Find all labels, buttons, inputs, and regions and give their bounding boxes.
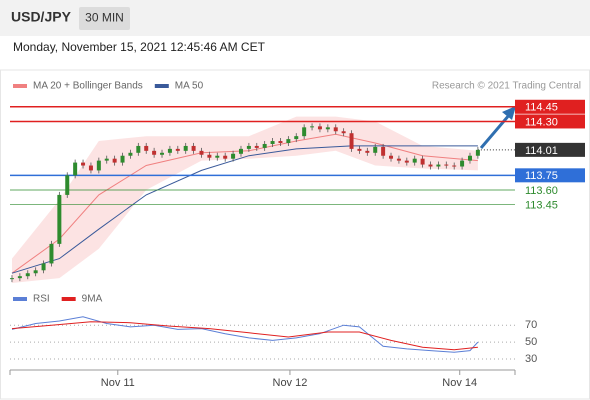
legend-swatch — [154, 84, 169, 88]
candle-body — [65, 175, 70, 195]
symbol: USD/JPY — [11, 9, 72, 25]
x-tick-label: Nov 12 — [273, 377, 308, 389]
candle-body — [49, 243, 54, 264]
candle-body — [254, 145, 259, 148]
candle-body — [207, 154, 212, 158]
level-label: 113.60 — [525, 185, 558, 197]
candle-body — [73, 162, 78, 176]
candle-body — [88, 165, 93, 171]
legend-label: MA 20 + Bollinger Bands — [33, 81, 143, 92]
arrow-head — [502, 106, 516, 120]
candle-body — [183, 145, 188, 151]
level-box — [515, 142, 585, 157]
y-tick-label: 50 — [525, 336, 537, 348]
candle-body — [41, 263, 46, 271]
legend-swatch — [61, 297, 76, 301]
level-label: 114.01 — [525, 145, 558, 157]
timestamp: Monday, November 15, 2021 12:45:46 AM CE… — [13, 40, 266, 54]
candle-body — [223, 155, 228, 159]
legend-label: MA 50 — [175, 81, 204, 92]
candle-body — [215, 155, 220, 158]
candle-body — [428, 164, 433, 167]
y-tick-label: 30 — [525, 353, 537, 365]
candle-body — [460, 160, 465, 167]
candle-body — [294, 136, 299, 140]
x-tick-label: Nov 11 — [101, 377, 135, 389]
candle-body — [128, 152, 133, 156]
candle-body — [262, 143, 267, 148]
candle-body — [112, 158, 117, 163]
candle-body — [231, 153, 236, 159]
arrow — [479, 113, 512, 149]
candle-body — [167, 148, 172, 153]
candle-body — [325, 127, 330, 130]
candle-body — [120, 155, 125, 163]
legend-swatch — [13, 297, 27, 301]
candle-body — [278, 141, 283, 144]
candle-body — [57, 194, 62, 244]
candle-body — [191, 145, 196, 151]
candle-body — [246, 145, 251, 149]
level-box — [515, 168, 585, 183]
candle-body — [452, 165, 457, 167]
candle-body — [444, 164, 449, 166]
candle-body — [144, 145, 149, 151]
legend-label: RSI — [33, 294, 50, 305]
level-box — [515, 99, 585, 114]
candle-body — [420, 158, 425, 165]
candle-body — [160, 152, 165, 155]
candle-body — [302, 127, 307, 137]
candle-body — [33, 270, 38, 274]
candle-body — [349, 133, 354, 149]
legend-label: 9MA — [82, 294, 103, 305]
level-label: 114.45 — [525, 102, 558, 114]
level-box — [515, 114, 585, 129]
candle-body — [136, 145, 141, 153]
legend-swatch — [13, 84, 27, 88]
bollinger-band — [12, 116, 478, 283]
level-label: 113.45 — [525, 200, 558, 212]
candle-body — [175, 148, 180, 151]
candle-body — [9, 278, 14, 280]
candle-body — [475, 149, 480, 156]
candle-body — [238, 148, 243, 154]
interval-label[interactable]: 30 MIN — [85, 11, 124, 25]
interval-button[interactable] — [79, 7, 130, 30]
y-tick-label: 70 — [525, 319, 537, 331]
candle-body — [17, 276, 22, 279]
candle-body — [365, 150, 370, 153]
level-label: 114.30 — [525, 116, 558, 128]
candle-body — [25, 273, 30, 277]
candle-body — [270, 141, 275, 144]
rsi-line — [11, 321, 478, 351]
candle-body — [341, 131, 346, 134]
candle-body — [152, 150, 157, 155]
credit: Research © 2021 Trading Central — [432, 81, 581, 92]
candle-body — [373, 146, 378, 153]
rsi-line — [11, 316, 479, 353]
candle-body — [286, 139, 291, 144]
candle-body — [404, 160, 409, 163]
candle-body — [310, 126, 315, 128]
candle-body — [199, 150, 204, 155]
candle-body — [333, 127, 338, 132]
candle-body — [104, 158, 109, 161]
candle-body — [81, 162, 86, 166]
candle-body — [96, 160, 101, 171]
level-label: 113.75 — [525, 170, 558, 182]
candle-body — [396, 158, 401, 161]
candle-body — [357, 148, 362, 151]
candle-body — [436, 164, 441, 167]
candle-body — [317, 126, 322, 130]
candle-body — [467, 155, 472, 161]
candle-body — [389, 155, 394, 159]
candle-body — [381, 146, 386, 156]
x-tick-label: Nov 14 — [442, 377, 477, 389]
candle-body — [412, 158, 417, 163]
